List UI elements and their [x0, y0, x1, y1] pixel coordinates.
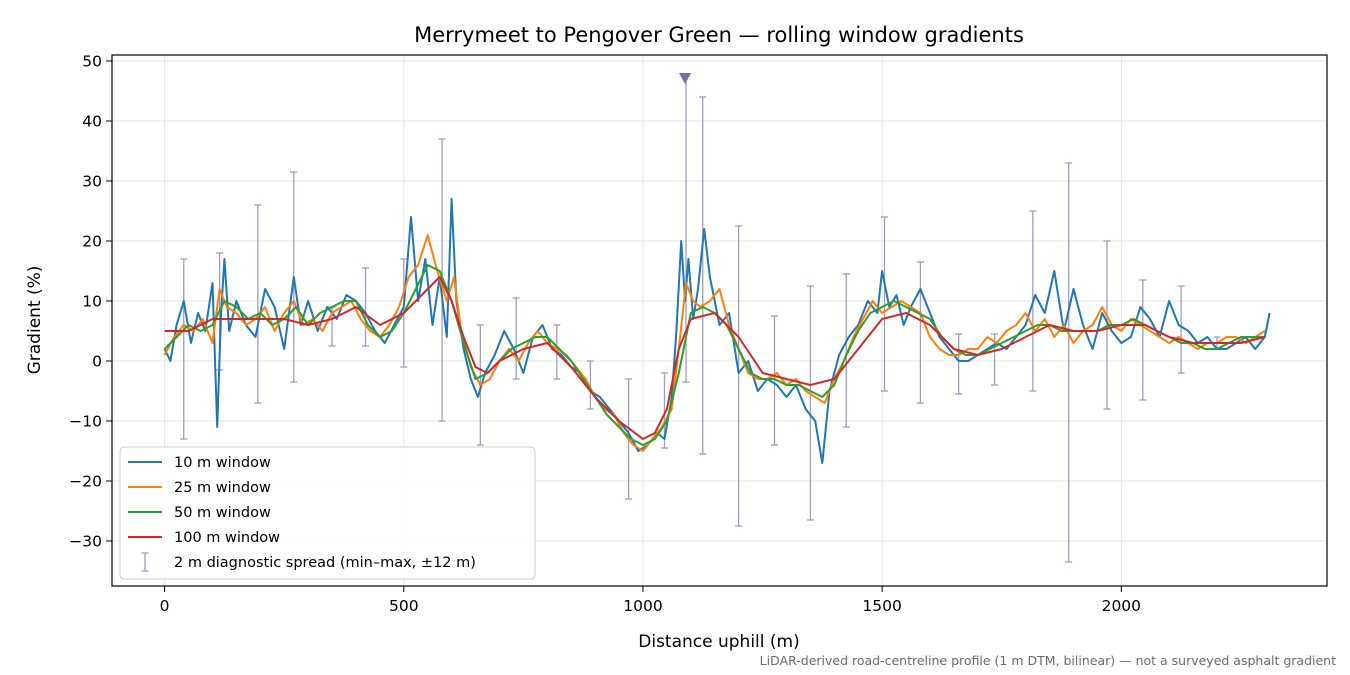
plot-frame	[111, 54, 1328, 587]
legend-label: 10 m window	[174, 455, 271, 471]
series-line	[163, 234, 1266, 452]
y-tick-label: −30	[69, 533, 102, 551]
legend-label: 25 m window	[174, 480, 271, 496]
x-tick-label: 2000	[1102, 597, 1141, 615]
clipped-max-marker	[679, 73, 692, 84]
x-axis-label: Distance uphill (m)	[638, 632, 799, 652]
y-tick-label: 30	[82, 173, 102, 191]
y-tick-label: −20	[69, 473, 102, 491]
series-line	[163, 198, 1271, 464]
series-line	[163, 264, 1265, 446]
series-lines	[163, 198, 1271, 464]
footnote: LiDAR-derived road-centreline profile (1…	[760, 653, 1336, 668]
legend-box	[119, 446, 536, 580]
y-tick-label: 20	[82, 233, 102, 251]
x-tick-label: 1000	[623, 597, 662, 615]
y-tick-label: 0	[92, 353, 102, 371]
chart-title: Merrymeet to Pengover Green — rolling wi…	[414, 23, 1024, 47]
x-tick-label: 1500	[862, 597, 901, 615]
x-tick-label: 500	[389, 597, 419, 615]
series-line	[164, 276, 1266, 440]
legend: 10 m window 25 m window 50 m window 100 m w…	[119, 446, 536, 580]
y-tick-label: 40	[82, 113, 102, 131]
x-tick-label: 0	[160, 597, 170, 615]
axis-ticks: 0 500 1000 1500 2000 −30 −20 −10 0 10 20 30 40 50	[69, 53, 1141, 616]
y-tick-label: 50	[82, 53, 102, 71]
y-tick-label: −10	[69, 413, 102, 431]
legend-label: 50 m window	[174, 505, 271, 521]
y-axis-label: Gradient (%)	[25, 266, 45, 375]
legend-label: 100 m window	[174, 530, 280, 546]
legend-label: 2 m diagnostic spread (min–max, ±12 m)	[174, 555, 476, 571]
y-tick-label: 10	[82, 293, 102, 311]
